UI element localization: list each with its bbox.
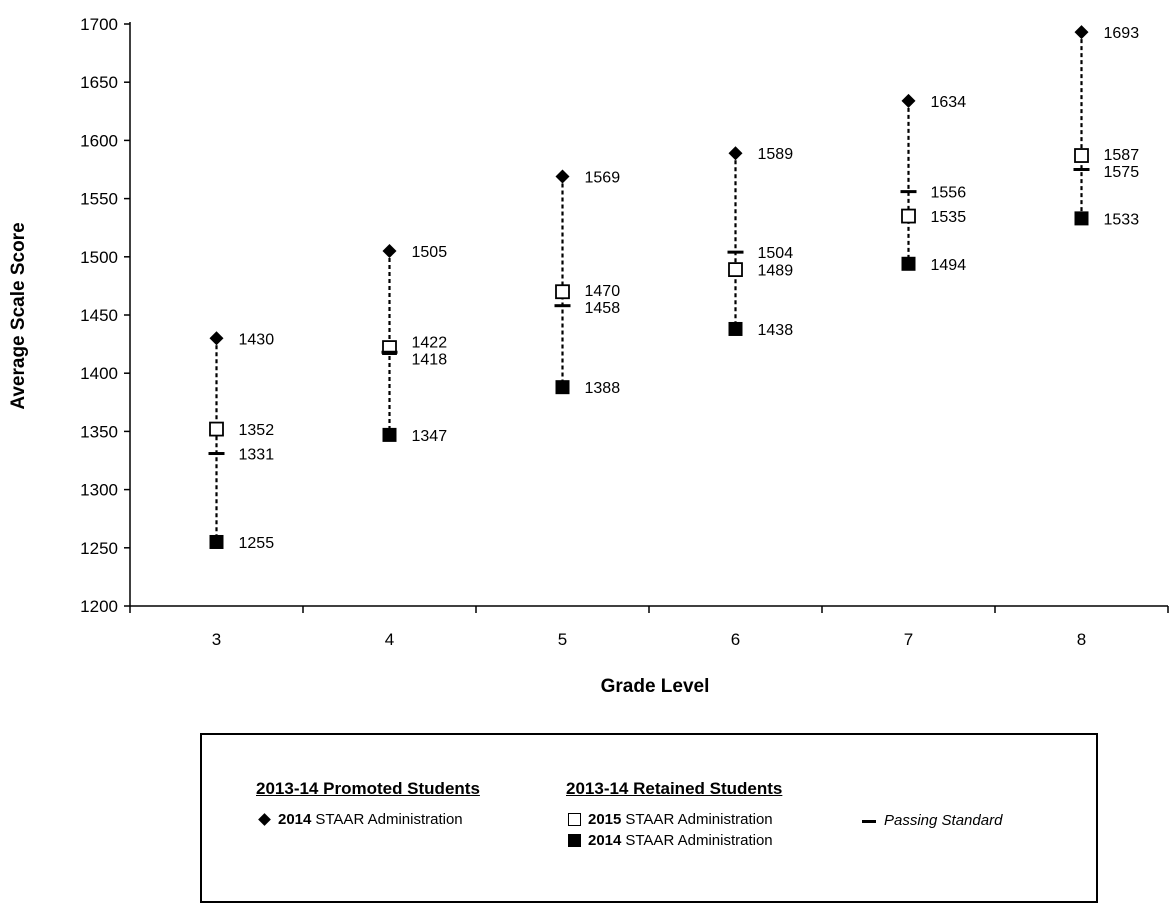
- data-label: 1556: [931, 185, 967, 202]
- data-label: 1494: [931, 257, 967, 274]
- legend-item-retained-2014: 2014 STAAR Administration: [566, 830, 782, 851]
- x-axis-title: Grade Level: [601, 676, 710, 697]
- data-label: 1634: [931, 94, 967, 111]
- promoted-2014-point: [728, 146, 743, 161]
- legend-item-retained-2015: 2015 STAAR Administration: [566, 809, 782, 830]
- legend-retained-heading: 2013-14 Retained Students: [566, 779, 783, 798]
- data-label: 1569: [585, 169, 621, 186]
- data-label: 1418: [412, 351, 448, 368]
- x-axis: 3 4 5 6 7 8: [129, 605, 1169, 649]
- retained-2015-point: [555, 284, 570, 300]
- legend-year: 2014: [588, 832, 622, 849]
- legend: 2013-14 Promoted Students 2014 STAAR Adm…: [200, 733, 1098, 903]
- x-tick-label: 5: [558, 630, 567, 649]
- retained-2014-point: [382, 427, 397, 442]
- data-label: 1331: [239, 447, 275, 464]
- retained-2014-point: [728, 321, 743, 336]
- y-tick-label: 1350: [80, 422, 118, 441]
- data-label: 1533: [1104, 211, 1140, 228]
- y-tick-label: 1600: [80, 131, 118, 150]
- retained-2014-point: [1074, 211, 1089, 226]
- y-tick-label: 1400: [80, 364, 118, 383]
- x-tick-label: 3: [212, 630, 221, 649]
- data-label: 1422: [412, 334, 448, 351]
- data-label: 1589: [758, 146, 794, 163]
- legend-promoted-heading: 2013-14 Promoted Students: [256, 779, 480, 798]
- y-tick-label: 1200: [80, 597, 118, 616]
- data-label: 1535: [931, 209, 967, 226]
- y-axis: 1200 1250 1300 1350 1400 1450 1500 1550 1600 1650…: [80, 15, 131, 616]
- promoted-2014-point: [209, 331, 224, 346]
- legend-promoted-group: 2013-14 Promoted Students 2014 STAAR Adm…: [256, 779, 480, 830]
- x-tick-label: 7: [904, 630, 913, 649]
- y-tick-label: 1250: [80, 539, 118, 558]
- y-tick-label: 1650: [80, 73, 118, 92]
- y-tick-label: 1450: [80, 306, 118, 325]
- y-tick-label: 1550: [80, 190, 118, 209]
- promoted-2014-point: [382, 243, 397, 258]
- legend-year: 2015: [588, 811, 622, 828]
- legend-text: STAAR Administration: [625, 832, 773, 849]
- data-label: 1505: [412, 244, 448, 261]
- data-label: 1504: [758, 245, 794, 262]
- retained-2014-point: [209, 534, 224, 549]
- data-label: 1693: [1104, 25, 1140, 42]
- legend-text: STAAR Administration: [315, 811, 463, 828]
- dash-marker-icon: [862, 813, 884, 829]
- retained-2014-point: [555, 380, 570, 395]
- promoted-2014-point: [901, 93, 916, 108]
- y-tick-label: 1700: [80, 15, 118, 34]
- legend-retained-group: 2013-14 Retained Students 2015 STAAR Adm…: [566, 779, 782, 851]
- data-label: 1352: [239, 422, 275, 439]
- promoted-2014-point: [555, 169, 570, 184]
- data-label: 1430: [239, 331, 275, 348]
- legend-text: STAAR Administration: [625, 811, 773, 828]
- retained-2015-point: [209, 421, 224, 437]
- chart-svg: 1200 1250 1300 1350 1400 1450 1500 1550 1600 1650…: [8, 15, 1169, 697]
- legend-item-promoted-2014: 2014 STAAR Administration: [256, 809, 480, 830]
- data-label: 1347: [412, 428, 448, 445]
- data-label: 1575: [1104, 164, 1140, 181]
- y-tick-label: 1500: [80, 248, 118, 267]
- x-tick-label: 6: [731, 630, 740, 649]
- legend-text: Passing Standard: [884, 812, 1003, 829]
- legend-passing-group: Passing Standard: [862, 810, 1002, 831]
- x-tick-label: 4: [385, 630, 394, 649]
- retained-2014-point: [901, 256, 916, 271]
- data-label: 1587: [1104, 147, 1140, 164]
- x-tick-label: 8: [1077, 630, 1086, 649]
- data-label: 1489: [758, 263, 794, 280]
- retained-2015-point: [728, 262, 743, 278]
- diamond-marker-icon: [256, 812, 278, 828]
- retained-2015-point: [901, 208, 916, 224]
- data-label: 1470: [585, 283, 621, 300]
- retained-2015-point: [1074, 148, 1089, 163]
- legend-item-passing-standard: Passing Standard: [862, 810, 1002, 831]
- filled-square-marker-icon: [566, 833, 588, 849]
- data-label: 1388: [585, 380, 621, 397]
- y-axis-title: Average Scale Score: [8, 222, 29, 409]
- legend-year: 2014: [278, 811, 312, 828]
- data-label: 1438: [758, 322, 794, 339]
- data-label: 1458: [585, 300, 621, 317]
- data-label: 1255: [239, 535, 275, 552]
- open-square-marker-icon: [566, 812, 588, 828]
- promoted-2014-point: [1074, 25, 1089, 40]
- y-tick-label: 1300: [80, 481, 118, 500]
